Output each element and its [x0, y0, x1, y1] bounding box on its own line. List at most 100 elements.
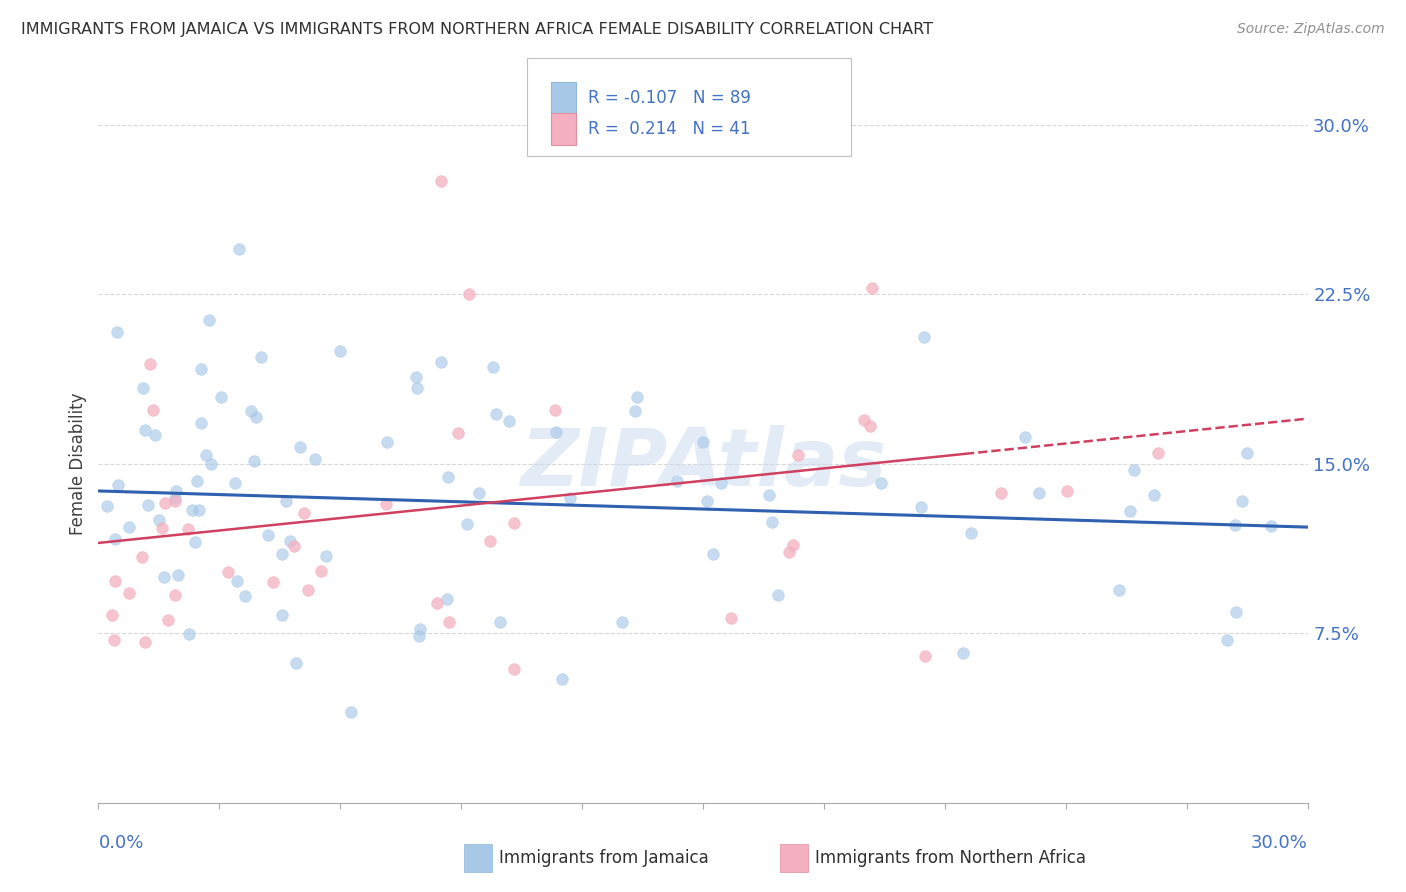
Point — [787, 448, 810, 462]
Point — [1147, 445, 1170, 459]
Point — [489, 615, 512, 629]
Point — [778, 545, 800, 559]
Point — [194, 449, 217, 463]
Point — [243, 454, 266, 468]
Text: R =  0.214   N = 41: R = 0.214 N = 41 — [588, 120, 751, 138]
Point — [375, 434, 398, 449]
Point — [1236, 445, 1258, 459]
Point — [186, 474, 208, 488]
Point — [233, 589, 256, 603]
Point — [309, 565, 332, 579]
Point — [910, 500, 932, 515]
Point — [304, 451, 326, 466]
Point — [406, 381, 429, 395]
Point — [612, 615, 634, 629]
Point — [101, 607, 124, 622]
Point — [224, 476, 246, 491]
Point — [1122, 463, 1144, 477]
Point — [150, 521, 173, 535]
Point — [297, 583, 319, 598]
Point — [228, 242, 250, 256]
Point — [485, 407, 508, 421]
Point — [1230, 494, 1253, 508]
Point — [544, 425, 567, 439]
Point — [166, 567, 188, 582]
Point — [426, 596, 449, 610]
Point — [188, 503, 211, 517]
Point — [198, 313, 221, 327]
Point — [163, 491, 186, 505]
Point — [1028, 486, 1050, 500]
Point — [1142, 488, 1164, 502]
Point — [118, 586, 141, 600]
Point — [502, 516, 524, 531]
Point — [250, 351, 273, 365]
Point — [990, 486, 1012, 500]
Point — [692, 434, 714, 449]
Point — [257, 528, 280, 542]
Point — [271, 547, 294, 561]
Point — [374, 497, 396, 511]
Text: Immigrants from Jamaica: Immigrants from Jamaica — [499, 849, 709, 867]
Point — [1108, 583, 1130, 598]
Point — [624, 404, 647, 418]
Point — [1260, 519, 1282, 533]
Point — [153, 570, 176, 584]
Point — [458, 287, 481, 301]
Point — [290, 440, 312, 454]
Point — [447, 425, 470, 440]
Point — [430, 355, 453, 369]
Point — [437, 615, 460, 629]
Point — [209, 390, 232, 404]
Point — [912, 330, 935, 344]
Point — [139, 357, 162, 371]
Point — [104, 533, 127, 547]
Point — [262, 574, 284, 589]
Point — [408, 629, 430, 643]
Point — [103, 632, 125, 647]
Point — [245, 409, 267, 424]
Point — [914, 648, 936, 663]
Point — [180, 503, 202, 517]
Point — [551, 672, 574, 686]
Text: Immigrants from Northern Africa: Immigrants from Northern Africa — [815, 849, 1087, 867]
Point — [184, 535, 207, 549]
Point — [315, 549, 337, 564]
Point — [105, 325, 128, 339]
Point — [481, 359, 503, 374]
Point — [870, 476, 893, 491]
Point — [141, 402, 163, 417]
Point — [766, 588, 789, 602]
Point — [626, 390, 648, 404]
Text: 30.0%: 30.0% — [1251, 834, 1308, 852]
Point — [134, 634, 156, 648]
Point — [177, 522, 200, 536]
Point — [1118, 504, 1140, 518]
Point — [96, 500, 118, 514]
Point — [696, 494, 718, 508]
Point — [409, 622, 432, 636]
Point — [544, 402, 567, 417]
Point — [502, 662, 524, 676]
Point — [131, 549, 153, 564]
Point — [1216, 633, 1239, 648]
Point — [107, 478, 129, 492]
Point — [720, 610, 742, 624]
Point — [155, 495, 177, 509]
Text: ZIPAtlas: ZIPAtlas — [520, 425, 886, 503]
Point — [118, 520, 141, 534]
Point — [1014, 430, 1036, 444]
Point — [709, 476, 731, 491]
Text: Source: ZipAtlas.com: Source: ZipAtlas.com — [1237, 22, 1385, 37]
Point — [190, 362, 212, 376]
Point — [430, 174, 453, 188]
Point — [782, 538, 804, 552]
Point — [148, 513, 170, 527]
Point — [225, 574, 247, 588]
Point — [145, 428, 167, 442]
Point — [859, 418, 882, 433]
Point — [163, 494, 186, 508]
Point — [436, 592, 458, 607]
Point — [952, 646, 974, 660]
Point — [177, 627, 200, 641]
